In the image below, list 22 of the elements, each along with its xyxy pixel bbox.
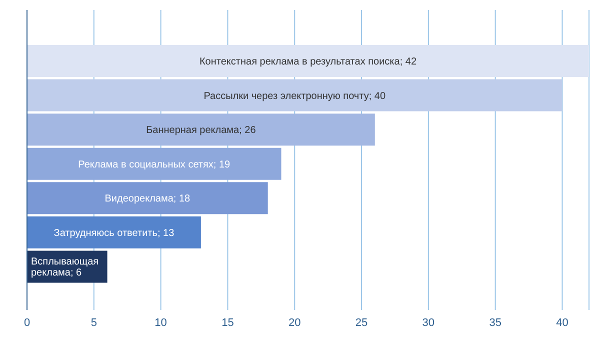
x-tick-label: 20 [288, 316, 301, 329]
bar [27, 114, 375, 146]
bar [27, 216, 201, 248]
x-tick-label: 25 [355, 316, 368, 329]
y-tick-label: Реклама в социальных сетях; 19 [78, 159, 231, 170]
x-tick-label: 5 [90, 316, 97, 329]
y-tick-label: Всплывающая реклама; 6 [31, 256, 99, 279]
x-tick-label: 0 [24, 316, 30, 329]
x-tick-label: 10 [154, 316, 167, 329]
y-tick-label: Затрудняюсь ответить; 13 [54, 228, 175, 239]
y-tick-label: Рассылки через электронную почту; 40 [204, 90, 386, 102]
x-tick-label: 30 [422, 316, 435, 329]
y-tick-label: Баннерная реклама; 26 [146, 125, 256, 136]
bar [27, 45, 589, 77]
bar [27, 148, 282, 180]
y-tick-label: Видеореклама; 18 [104, 194, 191, 205]
bar [27, 79, 562, 112]
y-tick-label: Контекстная реклама в результатах поиска; 42 [199, 56, 417, 68]
x-tick-label: 40 [556, 316, 568, 329]
bar [27, 182, 268, 214]
x-tick-label: 35 [489, 316, 502, 329]
x-tick-label: 15 [222, 316, 234, 329]
